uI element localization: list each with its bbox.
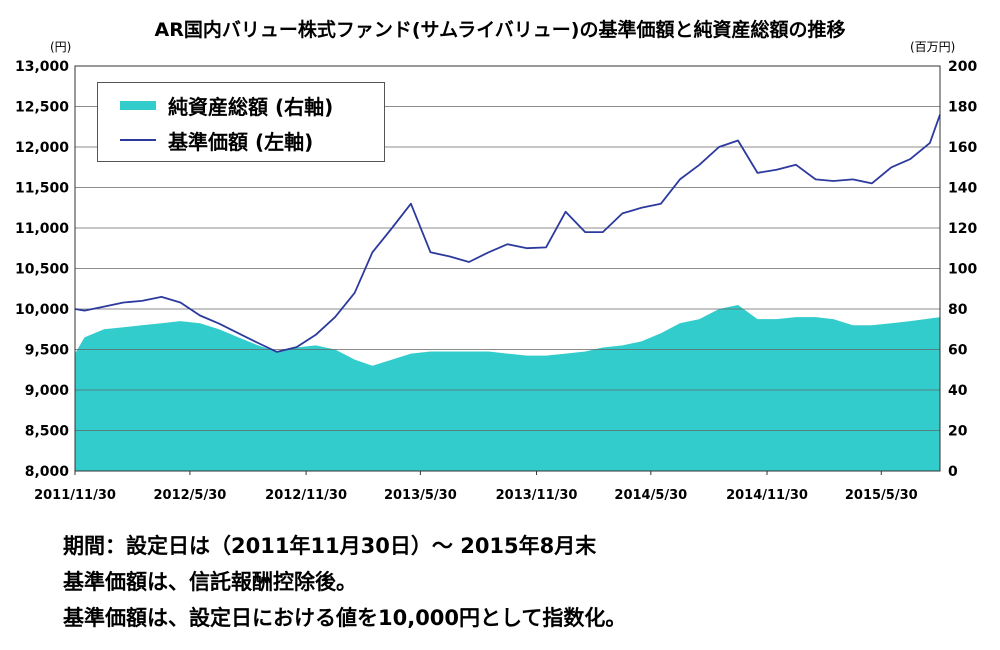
y-left-tick-label: 10,000 [15, 302, 69, 318]
x-tick-label: 2014/5/30 [614, 488, 687, 503]
chart-canvas: AR国内バリュー株式ファンド(サムライバリュー)の基準価額と純資産総額の推移 (円… [15, 18, 978, 503]
x-tick-label: 2011/11/30 [34, 488, 116, 503]
x-tick-label: 2015/5/30 [845, 488, 918, 503]
y-right-tick-label: 180 [948, 100, 977, 116]
legend-label-nav: 基準価額 (左軸) [168, 129, 314, 154]
y-right-tick-label: 60 [948, 343, 968, 359]
note-index: 基準価額は、設定日における値を10,000円として指数化。 [63, 606, 627, 630]
note-fee: 基準価額は、信託報酬控除後。 [63, 570, 357, 594]
y-right-tick-label: 80 [948, 302, 968, 318]
y-left-tick-label: 10,500 [15, 262, 69, 278]
note-period: 期間：設定日は（2011年11月30日）～ 2015年8月末 [63, 534, 597, 558]
y-left-tick-label: 11,000 [15, 221, 69, 237]
aum-area-series [75, 305, 940, 471]
y-right-tick-label: 100 [948, 262, 977, 278]
right-axis-unit: (百万円) [910, 40, 955, 54]
y-left-tick-label: 12,000 [15, 140, 69, 156]
footnotes: 期間：設定日は（2011年11月30日）～ 2015年8月末 基準価額は、信託報… [63, 528, 626, 636]
legend-area-swatch [120, 100, 156, 110]
y-left-tick-label: 8,000 [25, 464, 70, 480]
legend-label-aum: 純資産総額 (右軸) [168, 94, 334, 119]
y-right-tick-label: 120 [948, 221, 977, 237]
y-left-tick-label: 13,000 [15, 59, 69, 75]
x-tick-label: 2012/5/30 [153, 488, 226, 503]
y-left-tick-label: 9,500 [25, 343, 70, 359]
y-right-tick-label: 0 [948, 464, 958, 480]
chart-container: AR国内バリュー株式ファンド(サムライバリュー)の基準価額と純資産総額の推移 (円… [15, 18, 978, 503]
x-tick-label: 2014/11/30 [726, 488, 808, 503]
legend-item-aum: 純資産総額 (右軸) [98, 91, 384, 119]
chart-legend: 純資産総額 (右軸) 基準価額 (左軸) [97, 82, 385, 162]
left-axis-unit: (円) [50, 40, 71, 54]
y-left-tick-label: 11,500 [15, 181, 69, 197]
x-tick-label: 2013/5/30 [384, 488, 457, 503]
x-tick-label: 2013/11/30 [496, 488, 578, 503]
legend-line-swatch [120, 139, 156, 141]
legend-item-nav: 基準価額 (左軸) [98, 126, 384, 154]
y-right-tick-label: 40 [948, 383, 968, 399]
y-right-tick-label: 20 [948, 424, 968, 440]
y-right-tick-label: 200 [948, 59, 977, 75]
y-left-tick-label: 12,500 [15, 100, 69, 116]
y-right-tick-label: 140 [948, 181, 977, 197]
nav-line-series [74, 114, 941, 353]
y-right-tick-label: 160 [948, 140, 977, 156]
x-tick-label: 2012/11/30 [265, 488, 347, 503]
chart-title: AR国内バリュー株式ファンド(サムライバリュー)の基準価額と純資産総額の推移 [155, 18, 846, 41]
y-left-tick-label: 8,500 [25, 424, 70, 440]
y-left-tick-label: 9,000 [25, 383, 70, 399]
plot-frame [74, 65, 941, 472]
